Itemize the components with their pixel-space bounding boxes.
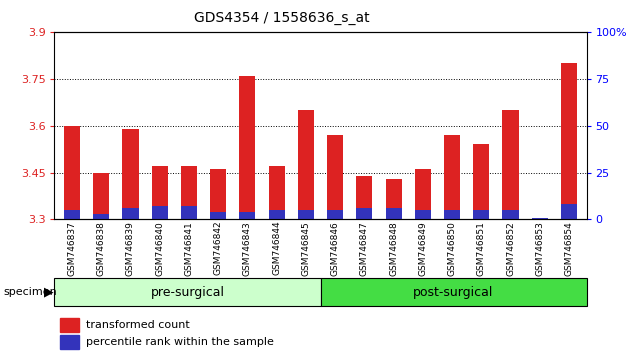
Bar xyxy=(298,210,314,219)
Bar xyxy=(64,210,80,219)
Bar xyxy=(503,110,519,219)
Bar xyxy=(503,210,519,219)
Text: ▶: ▶ xyxy=(44,286,53,298)
Bar xyxy=(152,206,168,219)
Bar xyxy=(152,166,168,219)
Text: pre-surgical: pre-surgical xyxy=(151,286,224,298)
Bar xyxy=(93,214,110,219)
Bar xyxy=(320,278,587,306)
Bar xyxy=(210,170,226,219)
Text: GDS4354 / 1558636_s_at: GDS4354 / 1558636_s_at xyxy=(194,11,370,25)
Bar xyxy=(356,208,372,219)
Bar xyxy=(327,210,343,219)
Bar xyxy=(60,318,79,332)
Bar xyxy=(269,166,285,219)
Bar xyxy=(54,278,320,306)
Bar xyxy=(327,135,343,219)
Bar xyxy=(60,335,79,349)
Bar xyxy=(269,210,285,219)
Text: transformed count: transformed count xyxy=(87,320,190,330)
Text: post-surgical: post-surgical xyxy=(413,286,494,298)
Bar xyxy=(444,135,460,219)
Bar xyxy=(415,170,431,219)
Bar xyxy=(239,76,256,219)
Bar xyxy=(210,212,226,219)
Bar xyxy=(531,218,548,219)
Bar xyxy=(444,210,460,219)
Bar xyxy=(561,205,577,219)
Bar xyxy=(122,208,138,219)
Bar xyxy=(239,212,256,219)
Bar xyxy=(415,210,431,219)
Bar xyxy=(181,206,197,219)
Bar xyxy=(356,176,372,219)
Text: percentile rank within the sample: percentile rank within the sample xyxy=(87,337,274,347)
Bar xyxy=(561,63,577,219)
Bar xyxy=(385,179,402,219)
Bar xyxy=(385,208,402,219)
Bar xyxy=(473,144,489,219)
Bar xyxy=(473,210,489,219)
Bar xyxy=(181,166,197,219)
Bar xyxy=(298,110,314,219)
Bar xyxy=(93,172,110,219)
Text: specimen: specimen xyxy=(3,287,57,297)
Bar xyxy=(122,129,138,219)
Bar xyxy=(64,126,80,219)
